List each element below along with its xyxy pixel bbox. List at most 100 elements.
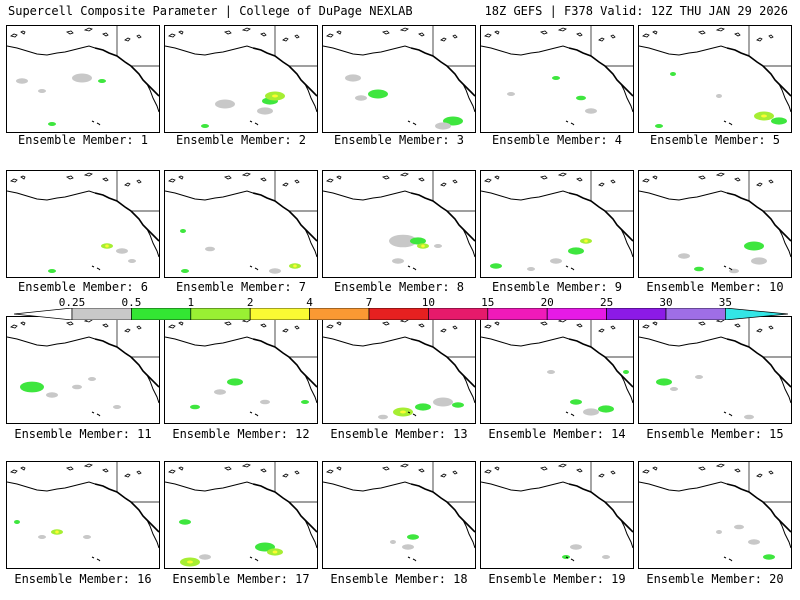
arctic-island — [557, 27, 567, 32]
arctic-island — [294, 470, 300, 475]
arctic-island — [734, 177, 741, 182]
hawaii-islands — [723, 120, 733, 126]
ensemble-map — [165, 171, 317, 274]
arctic-island — [494, 466, 500, 471]
scp-contour — [507, 92, 515, 96]
arctic-island — [642, 33, 650, 38]
scp-contour — [670, 72, 676, 76]
scp-contour — [128, 259, 136, 263]
ensemble-panel-19 — [480, 461, 634, 569]
arctic-island — [768, 179, 774, 184]
scp-contour — [602, 555, 610, 559]
scp-contour — [678, 253, 690, 259]
arctic-island — [102, 32, 109, 37]
member-label-11: Ensemble Member: 11 — [14, 427, 152, 441]
hawaii-islands — [91, 411, 101, 417]
arctic-island — [294, 179, 300, 184]
state-borders — [116, 171, 159, 212]
arctic-island — [756, 473, 763, 478]
arctic-island — [452, 179, 458, 184]
arctic-island — [326, 178, 334, 183]
arctic-island — [418, 468, 425, 473]
west-coastline — [410, 47, 475, 97]
scp-contour — [771, 117, 787, 125]
baja-coastline — [146, 83, 159, 113]
scp-contour — [452, 402, 464, 408]
colorbar-segment — [190, 308, 251, 320]
arctic-island — [540, 30, 548, 35]
arctic-island — [756, 37, 763, 42]
member-label-3: Ensemble Member: 3 — [333, 133, 465, 147]
arctic-island — [576, 468, 583, 473]
alaska-coastline — [481, 190, 570, 201]
west-coastline — [726, 192, 791, 242]
scp-peak — [55, 530, 59, 534]
baja-coastline — [620, 519, 633, 549]
arctic-island — [734, 323, 741, 328]
arctic-island — [440, 37, 447, 42]
arctic-island — [326, 324, 334, 329]
member-label-2: Ensemble Member: 2 — [175, 133, 307, 147]
alaska-coastline — [7, 190, 96, 201]
scp-contour — [199, 554, 211, 560]
member-label-16: Ensemble Member: 16 — [14, 572, 152, 586]
arctic-island — [484, 33, 492, 38]
arctic-island — [540, 466, 548, 471]
scp-contour — [390, 540, 396, 544]
scp-contour — [215, 99, 235, 109]
arctic-island — [326, 469, 334, 474]
arctic-island — [610, 179, 616, 184]
map-title: Supercell Composite Parameter | College … — [8, 4, 413, 18]
colorbar-tick-label: 0.25 — [58, 296, 86, 309]
arctic-island — [282, 473, 289, 478]
west-coastline — [94, 338, 159, 388]
scp-contour — [113, 405, 121, 409]
hawaii-islands — [249, 556, 259, 562]
ensemble-map — [639, 171, 791, 274]
arctic-island — [440, 328, 447, 333]
colorbar-tick-label: 2 — [246, 296, 254, 309]
colorbar-tick-label: 4 — [306, 296, 313, 309]
hawaii-islands — [407, 556, 417, 562]
scp-peak — [421, 244, 425, 248]
arctic-island — [178, 175, 184, 180]
scp-contour — [434, 244, 442, 248]
colorbar-segment — [546, 308, 607, 320]
member-label-8: Ensemble Member: 8 — [333, 280, 465, 294]
colorbar-tick-label: 10 — [421, 296, 436, 309]
arctic-island — [20, 321, 26, 326]
scp-contour — [748, 539, 760, 545]
scp-contour — [623, 370, 629, 374]
hawaii-islands — [407, 265, 417, 271]
arctic-island — [698, 466, 706, 471]
baja-coastline — [778, 374, 791, 404]
scp-contour — [656, 378, 672, 386]
state-borders — [432, 462, 475, 503]
ensemble-panel-2 — [164, 25, 318, 133]
scp-contour — [729, 268, 739, 274]
colorbar-segment — [368, 308, 429, 320]
ensemble-panel-1 — [6, 25, 160, 133]
scp-contour — [179, 519, 191, 525]
alaska-coastline — [639, 190, 728, 201]
ensemble-panel-9 — [480, 170, 634, 278]
arctic-island — [178, 321, 184, 326]
scp-contour — [527, 267, 535, 271]
arctic-island — [399, 27, 409, 32]
scp-contour — [547, 370, 555, 374]
scp-contour — [72, 384, 82, 390]
scp-contour — [389, 234, 417, 248]
ensemble-panel-4 — [480, 25, 634, 133]
scp-contour — [46, 392, 58, 398]
arctic-island — [598, 473, 605, 478]
state-borders — [748, 171, 791, 212]
west-coastline — [252, 483, 317, 533]
arctic-island — [698, 321, 706, 326]
arctic-island — [440, 473, 447, 478]
colorbar-segment — [131, 308, 192, 320]
arctic-island — [399, 172, 409, 177]
scp-contour — [734, 524, 744, 530]
scp-contour — [16, 78, 28, 84]
hawaii-islands — [565, 265, 575, 271]
colorbar-segment — [665, 308, 726, 320]
